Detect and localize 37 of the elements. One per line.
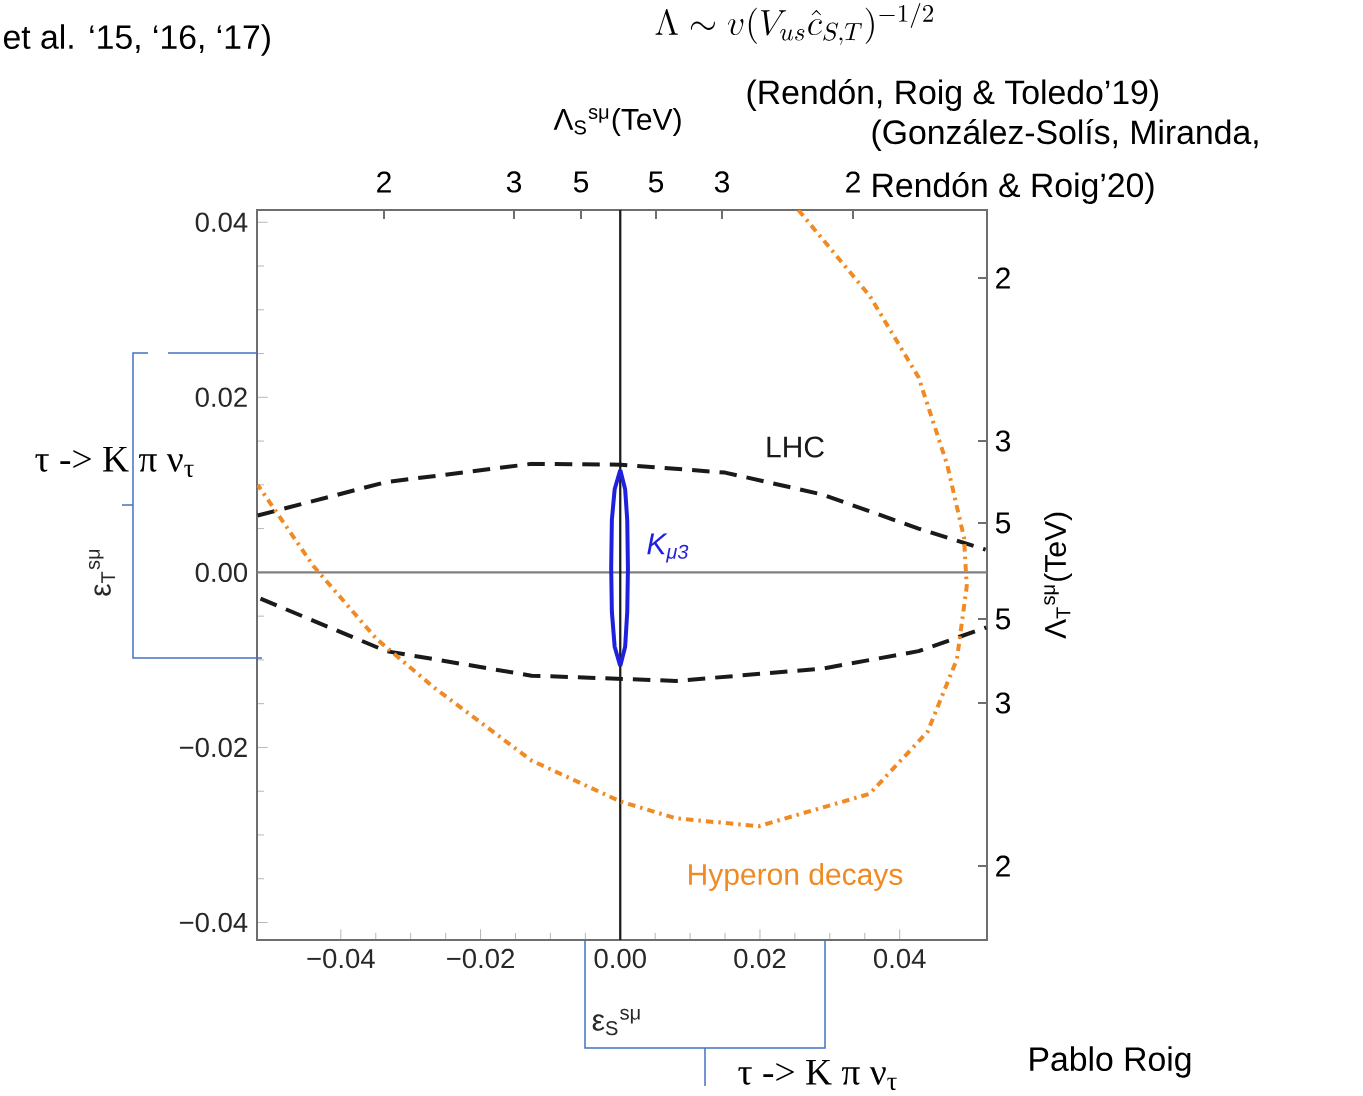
text: 3 — [714, 171, 730, 193]
text: (González-Solís, Miranda, — [872, 119, 1258, 151]
y-tick-label: −0.02 — [179, 737, 247, 758]
annotation: K$_{μ3}$ — [647, 533, 689, 563]
text: τ -> K π ν$_{τ}$ — [738, 1059, 897, 1091]
x-tick-label: 0.02 — [734, 948, 786, 969]
text: Rendón & Roig’20) — [873, 172, 1154, 204]
text: 2 — [846, 171, 860, 193]
text: Pablo Roig — [1030, 1046, 1191, 1078]
y-axis-title: ε$_{T}$sμ — [88, 549, 116, 596]
y-tick-label: 0.02 — [195, 387, 247, 408]
chart-title: $\Lambda \sim v(V_{us}\hat{c}_{S,T})^{-1/2}$ — [655, 2, 934, 45]
annotation: Hyperon decays — [689, 863, 903, 891]
annotation: LHC — [767, 436, 824, 458]
y-tick-label: −0.04 — [179, 912, 248, 933]
text: 5 — [648, 171, 664, 193]
text: 3 — [995, 692, 1011, 714]
text: 2 — [377, 171, 391, 193]
text: 3 — [506, 171, 522, 193]
x-tick-label: 0.04 — [873, 948, 926, 969]
x-tick-label: −0.04 — [307, 948, 375, 969]
text: 2 — [996, 267, 1010, 289]
y-tick-label: 0.04 — [195, 212, 248, 232]
x-tick-label: 0.00 — [594, 948, 646, 969]
text: 5 — [573, 171, 589, 193]
text: Λ$_{S}$$^{sμ}$(TeV) — [553, 108, 681, 136]
text: 2 — [996, 855, 1010, 877]
text: 5 — [995, 608, 1011, 630]
x-tick-label: −0.02 — [447, 948, 514, 969]
text: 5 — [995, 512, 1011, 534]
x-axis-title: ε$_{S}$sμ — [592, 1008, 640, 1036]
text: Λ$_{T}$$^{sμ}$(TeV) — [1044, 512, 1072, 639]
text: (Rendón, Roig & Toledo’19) — [747, 79, 1158, 111]
y-tick-label: 0.00 — [195, 562, 248, 583]
text: τ -> K π ν$_{τ}$ — [35, 446, 194, 478]
text: 3 — [995, 430, 1011, 452]
text: et al. ‘15, ‘16, ‘17) — [3, 24, 270, 56]
